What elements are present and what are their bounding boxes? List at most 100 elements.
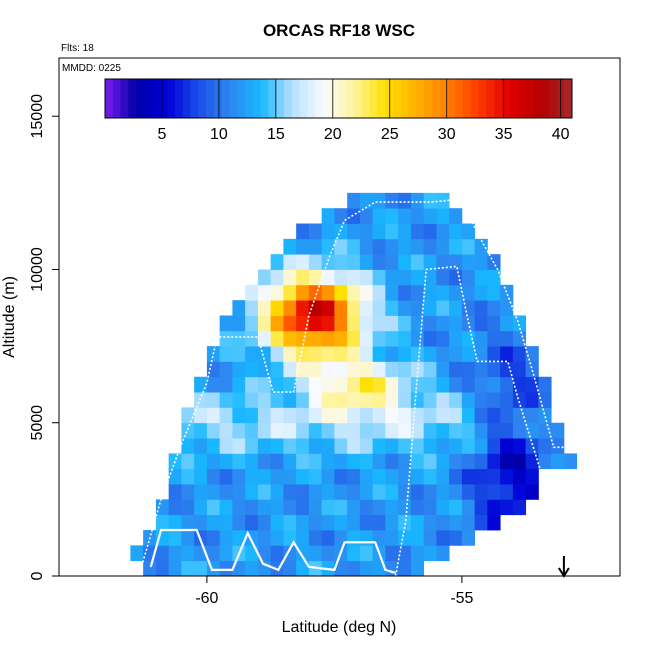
heatmap-cell (436, 254, 450, 270)
heatmap-cell (398, 346, 412, 362)
heatmap-cell (410, 560, 425, 577)
plot-border (58, 57, 621, 577)
heatmap-cell (436, 422, 450, 439)
heatmap-cell (359, 560, 374, 577)
heatmap-cell (232, 468, 246, 485)
heatmap-cell (500, 407, 514, 424)
heatmap-cell (219, 315, 233, 332)
heatmap-cell (487, 514, 501, 531)
colorbar-segment (299, 79, 308, 118)
heatmap-cell (347, 315, 361, 332)
heatmap-cell (512, 346, 527, 362)
heatmap-cell (525, 422, 539, 439)
heatmap-cell (410, 208, 425, 224)
heatmap-cell (257, 499, 272, 516)
colorbar-segment (315, 79, 324, 118)
heatmap-cell (385, 346, 399, 362)
heatmap-cell (308, 499, 323, 516)
colorbar-segment (525, 79, 534, 118)
heatmap-cell (308, 300, 323, 316)
colorbar-tick-label: 25 (381, 126, 399, 143)
heatmap-cell (359, 238, 374, 255)
heatmap-cell (308, 376, 323, 393)
heatmap-cell (385, 407, 399, 424)
heatmap-cell (385, 468, 399, 485)
colorbar-segment (501, 79, 511, 118)
heatmap-cell (359, 514, 374, 531)
heatmap-cell (436, 346, 450, 362)
y-tick-label: 5000 (29, 405, 46, 441)
heatmap-cell (410, 284, 425, 301)
heatmap-cell (206, 407, 221, 424)
heatmap-cell (410, 346, 425, 362)
heatmap-cell (398, 422, 412, 439)
heatmap-cell (410, 238, 425, 255)
colorbar-segment (385, 79, 394, 118)
heatmap-cell (487, 284, 501, 301)
heatmap-cell (398, 560, 412, 577)
colorbar-segment (105, 79, 114, 118)
heatmap-cell (155, 560, 170, 577)
heatmap-cell (283, 284, 297, 301)
heatmap-cell (398, 284, 412, 301)
heatmap-cell (474, 514, 488, 531)
heatmap-cell (487, 300, 501, 316)
heatmap-cell (283, 254, 297, 270)
heatmap-cell (449, 514, 463, 531)
heatmap-cell (449, 208, 463, 224)
heatmap-cell (321, 223, 335, 240)
heatmap-cell (270, 453, 284, 470)
heatmap-cell (410, 530, 425, 546)
heatmap-cell (296, 284, 310, 301)
heatmap-cell (487, 269, 501, 286)
heatmap-cell (245, 392, 259, 408)
colorbar-segment (424, 79, 433, 118)
heatmap-cell (423, 284, 437, 301)
colorbar-segment (439, 79, 448, 118)
colorbar: 5 10 15 20 25 30 35 40 (104, 78, 573, 143)
heatmap-cell (538, 422, 552, 439)
heatmap-cell (410, 422, 425, 439)
heatmap-cell (449, 376, 463, 393)
flights-note: Flts: 18 (61, 43, 94, 54)
heatmap-cell (308, 422, 323, 439)
heatmap-cell (512, 407, 527, 424)
heatmap-cell (194, 438, 208, 454)
heatmap-cell (270, 530, 284, 546)
heatmap-cell (423, 499, 437, 516)
heatmap-cell (525, 346, 539, 362)
heatmap-cell (385, 269, 399, 286)
heatmap-cell (219, 499, 233, 516)
heatmap-cell (155, 499, 170, 516)
heatmap-cell (321, 514, 335, 531)
heatmap-cell (168, 468, 182, 485)
heatmap-cell (245, 300, 259, 316)
colorbar-segment (237, 79, 246, 118)
heatmap-cell (245, 346, 259, 362)
heatmap-cell (423, 192, 437, 209)
heatmap-cell (321, 361, 335, 378)
heatmap-cell (296, 560, 310, 577)
heatmap-cell (321, 238, 335, 255)
heatmap-cell (461, 407, 476, 424)
heatmap-cell (245, 499, 259, 516)
colorbar-segment (346, 79, 355, 118)
heatmap-cell (423, 530, 437, 546)
heatmap-cell (245, 422, 259, 439)
colorbar-segment (548, 79, 557, 118)
heatmap-cell (551, 453, 565, 470)
heatmap-cell (296, 530, 310, 546)
heatmap-cell (308, 453, 323, 470)
heatmap-cell (385, 453, 399, 470)
heatmap-cell (334, 560, 348, 577)
heatmap-cell (398, 453, 412, 470)
colorbar-segment (361, 79, 371, 118)
heatmap-cell (385, 514, 399, 531)
heatmap-cell (296, 269, 310, 286)
heatmap-cell (525, 438, 539, 454)
colorbar-tick-label: 30 (438, 126, 456, 143)
heatmap-cell (219, 376, 233, 393)
heatmap-cell (347, 484, 361, 500)
heatmap-cell (410, 315, 425, 332)
heatmap-cell (232, 422, 246, 439)
